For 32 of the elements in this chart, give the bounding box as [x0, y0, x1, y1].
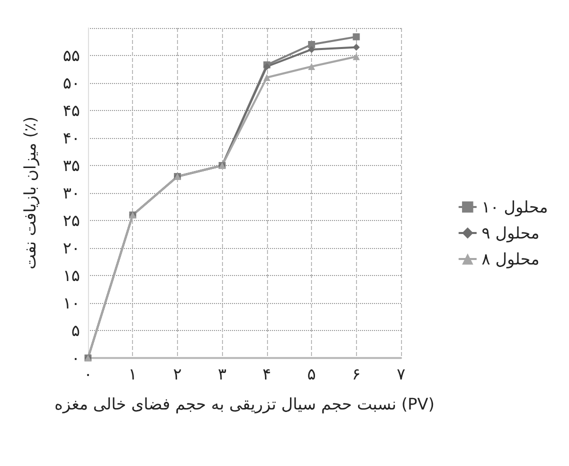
x-tick-label: ۵ — [307, 364, 316, 384]
x-tick-label: ۱ — [128, 364, 138, 384]
y-tick-label: ۳۰ — [62, 184, 80, 202]
point — [308, 41, 316, 48]
x-tick-label: ۷ — [396, 364, 406, 384]
point — [352, 53, 360, 60]
y-tick-label: ۵۵ — [62, 46, 80, 65]
y-tick-label: ۱۵ — [62, 266, 80, 285]
y-tick-label: ۵ — [71, 321, 80, 340]
y-tick-label: ۲۵ — [62, 211, 80, 230]
point — [352, 33, 360, 40]
x-tick-label: ۴ — [262, 364, 272, 384]
x-tick-label: ۳ — [218, 364, 227, 384]
x-tick-label: ۶ — [352, 364, 361, 384]
x-tick-label: ۲ — [173, 364, 182, 384]
y-tick-label: ۰ — [71, 348, 80, 368]
x-tick-label: ۰ — [84, 364, 92, 384]
legend-label: محلول ۸ — [482, 250, 540, 268]
y-tick-label: ۲۰ — [62, 238, 80, 258]
point — [352, 44, 360, 51]
point — [308, 63, 316, 70]
y-tick-label: ۵۰ — [62, 74, 80, 92]
legend-label: محلول ۹ — [482, 224, 540, 242]
y-tick-label: ۱۰ — [62, 294, 80, 312]
y-tick-label: ۴۵ — [62, 101, 80, 120]
y-tick-label: ۴۰ — [62, 128, 80, 148]
point — [308, 46, 316, 53]
y-tick-label: ۳۵ — [62, 156, 80, 175]
point — [263, 74, 270, 81]
x-axis-title: نسبت حجم سیال تزریقی به حجم فضای خالی مغزه (PV) — [54, 394, 434, 414]
legend-label: محلول ۱۰ — [482, 198, 548, 216]
y-axis-title: میزان بازیافت نفت (٪) — [20, 116, 40, 270]
